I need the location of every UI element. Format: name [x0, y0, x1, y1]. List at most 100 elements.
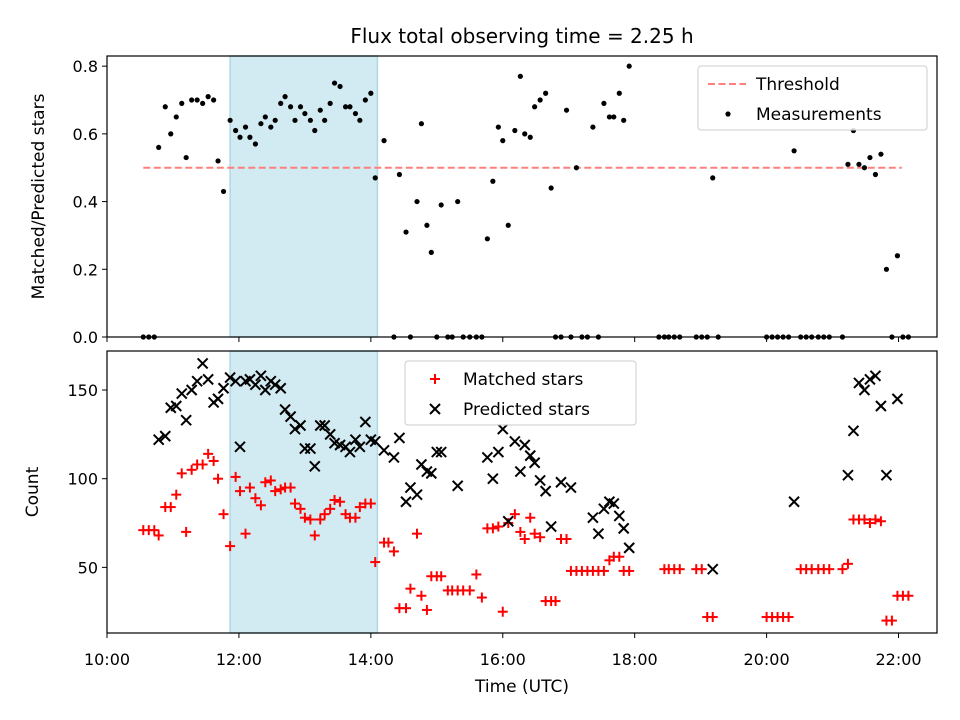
legend-label: Predicted stars — [463, 400, 590, 420]
predicted-stars-point — [539, 485, 552, 497]
measurement-point — [621, 117, 627, 123]
predicted-stars-point — [388, 451, 400, 464]
measurement-point — [856, 161, 862, 167]
x-tick-label: 22:00 — [875, 650, 921, 669]
observing-span — [229, 350, 379, 634]
measurement-point — [403, 229, 409, 235]
matched-stars-point — [624, 565, 635, 576]
measurement-point — [302, 110, 308, 117]
predicted-stars-point — [274, 382, 287, 394]
predicted-stars-point — [565, 481, 577, 494]
legend-label: Threshold — [755, 75, 840, 95]
predicted-stars-point — [159, 430, 171, 442]
predicted-stars-point — [289, 423, 301, 435]
predicted-stars-point — [400, 496, 412, 508]
predicted-stars-point — [788, 496, 800, 508]
x-tick-label: 20:00 — [744, 650, 790, 669]
matched-stars-point — [493, 521, 504, 532]
measurement-point — [428, 249, 434, 255]
y-tick-label: 50 — [78, 558, 98, 577]
predicted-stars-point — [528, 457, 541, 469]
matched-stars-point — [255, 500, 266, 511]
predicted-stars-point — [196, 357, 209, 370]
matched-stars-point — [903, 590, 914, 601]
measurement-point — [194, 97, 200, 103]
measurement-point — [867, 154, 873, 161]
x-tick-label: 16:00 — [480, 650, 526, 669]
measurement-point — [200, 100, 206, 106]
predicted-stars-point — [534, 474, 546, 487]
measurement-point — [173, 114, 179, 120]
predicted-stars-point — [869, 370, 882, 382]
matched-stars-point — [149, 525, 160, 536]
y-axis-label: Count — [23, 466, 43, 517]
measurement-point — [563, 107, 570, 113]
predicted-stars-point — [378, 444, 390, 457]
matched-stars-point — [476, 592, 487, 603]
predicted-stars-point — [234, 441, 246, 453]
matched-stars-point — [354, 502, 365, 513]
predicted-stars-point — [617, 522, 630, 535]
matched-stars-point — [509, 509, 520, 520]
measurement-point — [342, 104, 349, 110]
measurement-point — [189, 97, 195, 103]
matched-stars-point — [225, 541, 236, 552]
y-tick-label: 0.6 — [73, 125, 98, 144]
measurement-point — [168, 131, 174, 137]
matched-stars-point — [487, 523, 498, 534]
matched-stars-point — [598, 565, 609, 576]
matched-stars-point — [329, 494, 340, 505]
measurement-point — [352, 110, 359, 117]
measurement-point — [845, 161, 851, 167]
matched-stars-point — [370, 557, 381, 568]
measurement-point — [368, 90, 374, 96]
predicted-stars-point — [229, 375, 242, 387]
axes-frame — [106, 350, 938, 634]
legend-label: Measurements — [756, 105, 882, 125]
measurement-point — [710, 175, 716, 181]
predicted-stars-point — [176, 387, 188, 400]
predicted-stars-point — [435, 446, 447, 458]
matched-stars-point — [309, 530, 320, 541]
measurement-point — [522, 131, 528, 137]
predicted-stars-point — [707, 563, 719, 575]
measurement-point — [252, 141, 259, 147]
predicted-stars-point — [492, 446, 505, 458]
measurement-point — [414, 198, 420, 205]
measurement-point — [500, 138, 506, 144]
measurement-point — [527, 134, 533, 140]
measurement-point — [611, 114, 617, 120]
measurement-point — [517, 73, 523, 79]
matched-stars-point — [864, 518, 875, 529]
matched-stars-point — [696, 564, 707, 575]
predicted-stars-point — [880, 469, 893, 481]
predicted-stars-point — [598, 503, 610, 515]
matched-stars-point — [365, 498, 376, 509]
predicted-stars-point — [304, 442, 317, 455]
matched-stars-point — [519, 534, 530, 544]
predicted-stars-point — [224, 371, 236, 384]
predicted-stars-point — [608, 497, 620, 510]
matched-stars-point — [244, 482, 255, 493]
matched-stars-point — [886, 615, 897, 626]
matched-stars-point — [471, 569, 482, 580]
measurement-point — [287, 104, 294, 110]
matched-stars-point — [859, 514, 870, 525]
matched-stars-point — [383, 537, 394, 548]
matched-stars-point — [529, 528, 540, 539]
predicted-stars-point — [344, 446, 356, 458]
predicted-stars-point — [152, 433, 165, 446]
measurement-point — [438, 202, 444, 208]
measurement-point — [312, 127, 318, 134]
predicted-stars-point — [431, 446, 443, 458]
matched-stars-point — [305, 514, 316, 525]
measurement-point — [590, 124, 596, 130]
matched-stars-point — [265, 475, 276, 486]
measurement-point — [322, 117, 328, 123]
matched-stars-point — [335, 496, 346, 507]
measurement-point — [455, 198, 461, 205]
matched-stars-point — [401, 603, 412, 614]
predicted-stars-point — [269, 378, 281, 391]
predicted-stars-point — [309, 460, 321, 472]
matched-stars-point — [824, 564, 835, 575]
